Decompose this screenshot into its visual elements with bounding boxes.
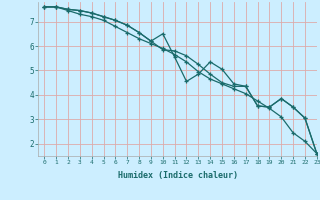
X-axis label: Humidex (Indice chaleur): Humidex (Indice chaleur): [118, 171, 238, 180]
